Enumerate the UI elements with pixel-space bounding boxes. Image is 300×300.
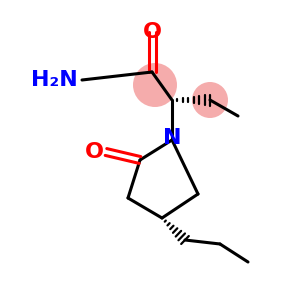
Text: N: N [163, 128, 181, 148]
Circle shape [192, 82, 228, 118]
Text: O: O [142, 22, 161, 42]
Circle shape [133, 63, 177, 107]
Text: O: O [85, 142, 104, 162]
Text: H₂N: H₂N [31, 70, 78, 90]
